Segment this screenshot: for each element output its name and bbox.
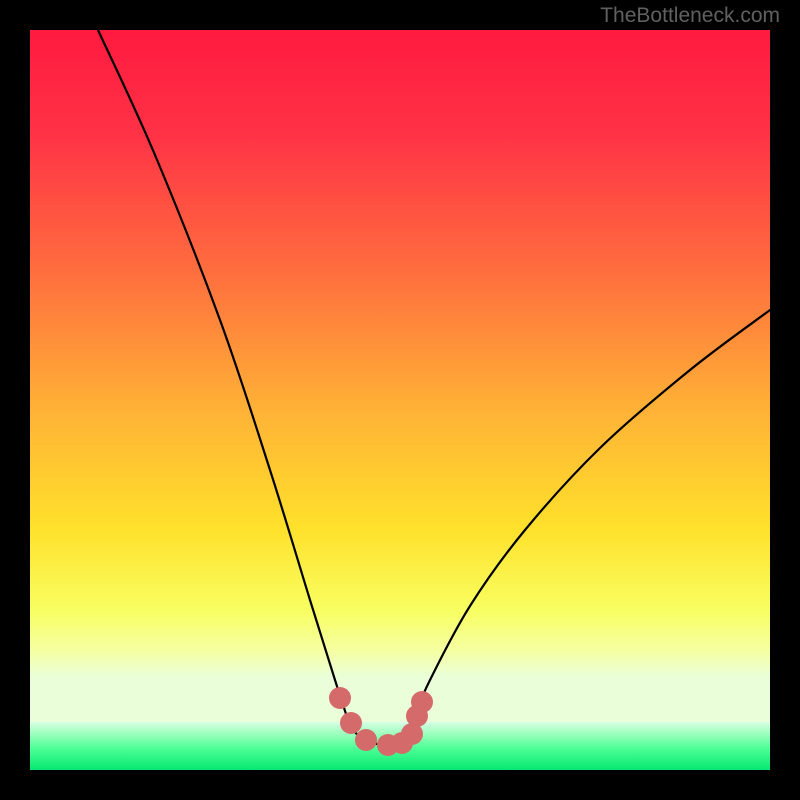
chart-container: TheBottleneck.com [0, 0, 800, 800]
green-bottom-band [30, 722, 770, 770]
watermark-text: TheBottleneck.com [600, 4, 780, 28]
gradient-plot-area [30, 30, 770, 722]
